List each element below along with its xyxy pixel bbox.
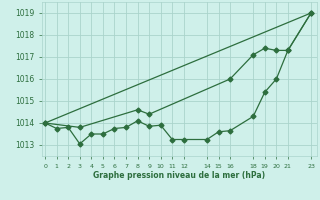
X-axis label: Graphe pression niveau de la mer (hPa): Graphe pression niveau de la mer (hPa)	[93, 171, 265, 180]
